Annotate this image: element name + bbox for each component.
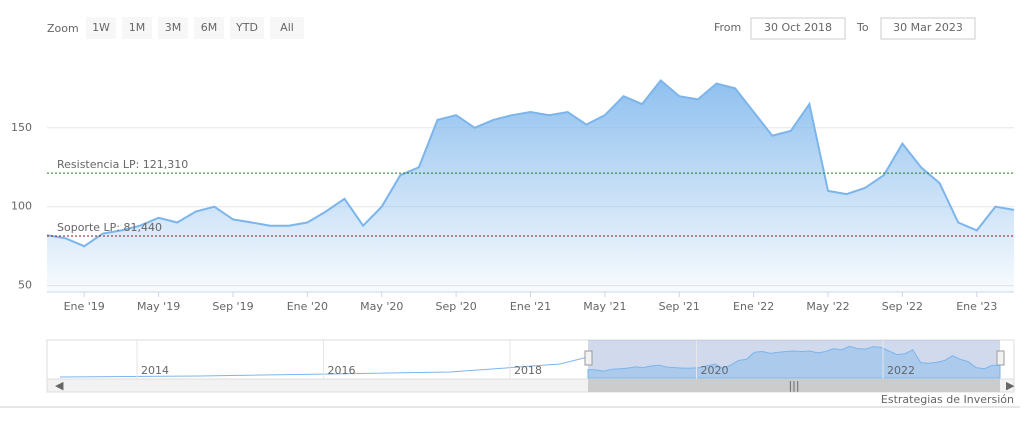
navigator-year: 2014 xyxy=(141,364,169,377)
y-tick-label: 150 xyxy=(11,121,32,134)
scroll-right[interactable]: ▶ xyxy=(1006,379,1015,392)
x-tick-label: Sep '20 xyxy=(435,300,476,313)
range-button[interactable] xyxy=(270,17,304,39)
credit: Estrategias de Inversión xyxy=(881,393,1014,406)
nav-handle[interactable] xyxy=(996,350,1005,366)
navigator-year: 2016 xyxy=(328,364,356,377)
range-button-label[interactable]: 1M xyxy=(129,21,146,34)
x-tick-label: Ene '21 xyxy=(510,300,551,313)
range-button-label[interactable]: YTD xyxy=(235,21,258,34)
area-line xyxy=(46,78,1015,248)
scroll-left[interactable]: ◀ xyxy=(55,379,64,392)
x-tick-label: Ene '23 xyxy=(956,300,997,313)
range-button-label[interactable]: 6M xyxy=(201,21,218,34)
x-tick-label: Sep '19 xyxy=(212,300,253,313)
x-tick-label: May '19 xyxy=(137,300,180,313)
scrollbar-thumb[interactable] xyxy=(588,379,1000,392)
range-button[interactable] xyxy=(230,17,264,39)
range-button-label[interactable]: 1W xyxy=(92,21,110,34)
navigator-year: 2022 xyxy=(887,364,915,377)
y-tick-label: 100 xyxy=(11,200,32,213)
x-tick-label: Sep '21 xyxy=(659,300,700,313)
navigator-history xyxy=(59,356,589,378)
x-tick-label: May '22 xyxy=(806,300,849,313)
range-button-label[interactable]: All xyxy=(280,21,294,34)
range-button-label[interactable]: 3M xyxy=(165,21,182,34)
x-tick-label: Ene '19 xyxy=(64,300,105,313)
range-button[interactable] xyxy=(158,17,188,39)
to-input[interactable] xyxy=(880,17,976,40)
from-input[interactable] xyxy=(750,17,846,40)
navigator-mask[interactable] xyxy=(588,340,1000,379)
x-tick-label: May '20 xyxy=(360,300,403,313)
scroll-grip[interactable]: ||| xyxy=(788,379,799,392)
nav-handle[interactable] xyxy=(584,350,593,366)
range-button[interactable] xyxy=(122,17,152,39)
x-tick-label: May '21 xyxy=(583,300,626,313)
zoom-label: Zoom xyxy=(47,22,79,35)
range-button[interactable] xyxy=(86,17,116,39)
navigator-series xyxy=(587,345,1001,379)
area-fill xyxy=(47,80,1014,293)
from-label: From xyxy=(714,21,741,34)
y-tick-label: 50 xyxy=(18,279,32,292)
to-value[interactable]: 30 Mar 2023 xyxy=(893,21,963,34)
x-tick-label: Ene '20 xyxy=(287,300,328,313)
navigator-year: 2020 xyxy=(701,364,729,377)
plot-line-label: Resistencia LP: 121,310 xyxy=(57,158,188,171)
range-button[interactable] xyxy=(194,17,224,39)
navigator-year: 2018 xyxy=(514,364,542,377)
to-label: To xyxy=(856,21,869,34)
from-value[interactable]: 30 Oct 2018 xyxy=(764,21,832,34)
plot-line-label: Soporte LP: 81,440 xyxy=(57,221,162,234)
x-tick-label: Ene '22 xyxy=(733,300,774,313)
x-tick-label: Sep '22 xyxy=(882,300,923,313)
